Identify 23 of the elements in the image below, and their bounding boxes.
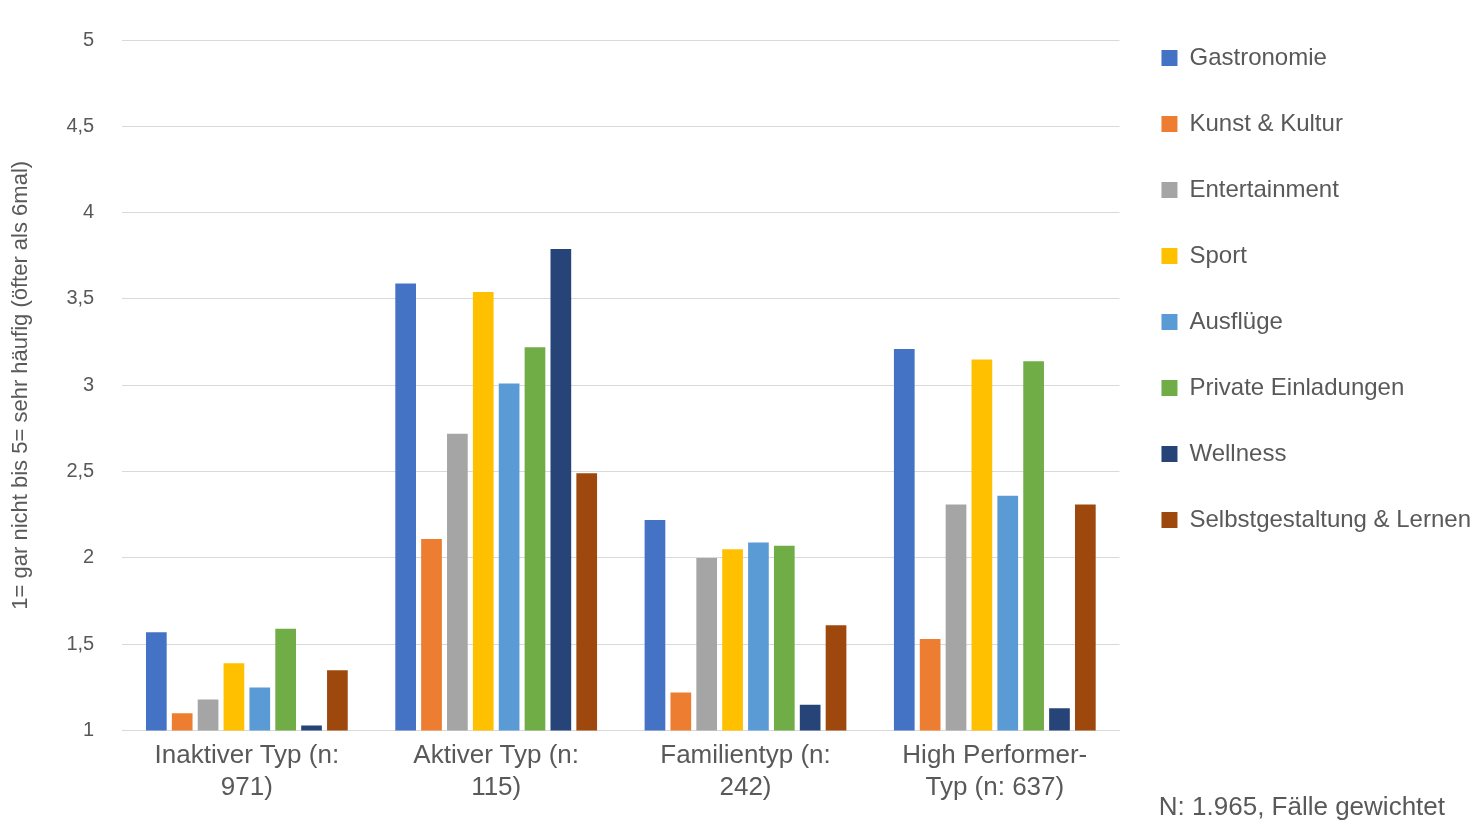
x-tick-label: Inaktiver Typ (n: 971) xyxy=(154,739,340,801)
y-tick-label: 2,5 xyxy=(66,459,95,482)
y-tick-label: 2 xyxy=(83,545,95,568)
y-tick-label: 4,5 xyxy=(66,113,95,136)
y-tick-label: 1 xyxy=(83,718,95,741)
legend-label: Sport xyxy=(1189,240,1248,268)
legend-label: Ausflüge xyxy=(1189,306,1283,334)
x-tick-label: High Performer-Typ (n: 637) xyxy=(902,739,1088,801)
legend-label: Wellness xyxy=(1189,438,1287,466)
legend-label: Kunst & Kultur xyxy=(1189,108,1343,136)
legend-label: Selbstgestaltung & Lernen xyxy=(1189,504,1471,532)
text: N: 1.965, Fälle gewichtet xyxy=(1158,791,1446,822)
legend-label: Gastronomie xyxy=(1189,42,1327,70)
legend-label: Private Einladungen xyxy=(1189,372,1405,400)
x-tick-label: Aktiver Typ (n: 115) xyxy=(413,739,580,801)
y-tick-label: 3 xyxy=(83,372,95,395)
x-tick-label: Familientyp (n: 242) xyxy=(660,739,831,801)
y-tick-label: 3,5 xyxy=(66,286,95,309)
y-tick-label: 4 xyxy=(83,200,95,223)
legend-label: Entertainment xyxy=(1189,174,1340,202)
y-tick-label: 5 xyxy=(83,27,95,50)
y-axis-title: 1= gar nicht bis 5= sehr häufig (öfter als 6mal) xyxy=(7,160,33,610)
y-tick-label: 1,5 xyxy=(66,631,95,654)
